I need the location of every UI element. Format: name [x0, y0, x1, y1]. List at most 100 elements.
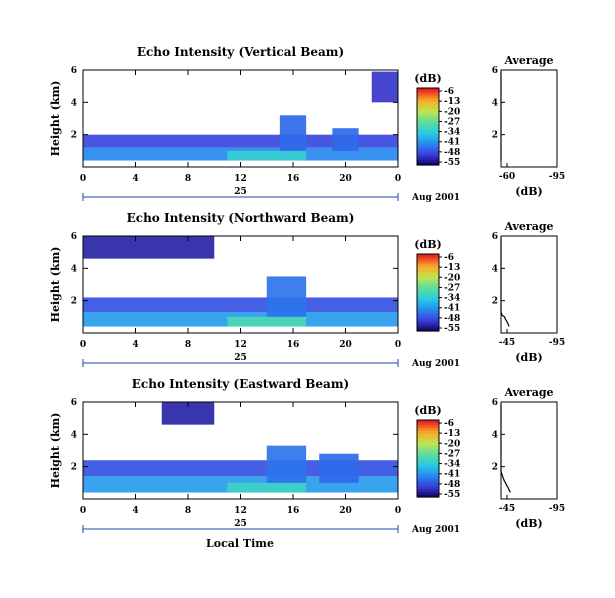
colorbar-swatch — [417, 489, 439, 493]
x-tick-label: 0 — [395, 174, 401, 184]
colorbar-tick-label: -41 — [444, 138, 460, 148]
y-tick-label: 2 — [71, 297, 77, 307]
colorbar-tick-label: -27 — [444, 283, 460, 293]
avg-x-label: (dB) — [515, 517, 542, 530]
panel-title: Echo Intensity (Eastward Beam) — [132, 377, 349, 391]
avg-title: Average — [503, 386, 553, 399]
colorbar-swatch — [417, 305, 439, 309]
avg-frame — [500, 401, 558, 500]
colorbar-tick-label: -13 — [444, 263, 460, 273]
colorbar-tick-label: -41 — [444, 470, 460, 480]
colorbar-tick-label: -13 — [444, 429, 460, 439]
x-tick-label: 8 — [185, 506, 191, 516]
y-tick-label: 6 — [71, 232, 77, 242]
panel-title: Echo Intensity (Northward Beam) — [127, 211, 355, 225]
echo-layer — [371, 71, 398, 103]
colorbar-swatch — [417, 259, 439, 263]
colorbar-swatch — [417, 435, 439, 439]
colorbar-swatch — [417, 129, 439, 133]
colorbar-swatch — [417, 287, 439, 291]
date-label: Aug 2001 — [411, 359, 460, 369]
colorbar-tick-label: -34 — [444, 460, 460, 470]
colorbar-swatch — [417, 473, 439, 478]
x-tick-label: 16 — [287, 506, 300, 516]
colorbar-tick-label: -48 — [444, 480, 460, 490]
colorbar-label: (dB) — [414, 72, 441, 85]
echo-layer — [227, 316, 307, 327]
colorbar-swatch — [417, 463, 439, 467]
y-tick-label: 4 — [71, 264, 77, 274]
avg-x-tick-label: -45 — [499, 504, 515, 514]
colorbar-swatch — [417, 126, 439, 130]
colorbar-swatch — [417, 443, 439, 447]
colorbar-swatch — [417, 136, 439, 140]
x-tick-label: 0 — [395, 506, 401, 516]
colorbar-swatch — [417, 131, 439, 135]
x-tick-label: 20 — [339, 174, 352, 184]
colorbar-swatch — [417, 318, 439, 322]
x-tick-label: 0 — [80, 340, 86, 350]
echo-layer — [227, 482, 307, 493]
avg-x-tick-label: -95 — [549, 504, 565, 514]
colorbar-swatch — [417, 90, 439, 94]
x-tick-label: 20 — [339, 506, 352, 516]
x-axis-label: Local Time — [206, 537, 274, 550]
echo-layer — [266, 276, 307, 317]
y-axis-label: Height (km) — [49, 81, 62, 157]
colorbar-tick-label: -48 — [444, 314, 460, 324]
colorbar-swatch — [417, 113, 439, 117]
colorbar-swatch — [417, 486, 439, 490]
colorbar-swatch — [417, 108, 439, 112]
colorbar-swatch — [417, 422, 439, 426]
colorbar-swatch — [417, 420, 439, 424]
colorbar-swatch — [417, 269, 439, 273]
colorbar-swatch — [417, 144, 439, 148]
y-tick-label: 6 — [71, 66, 77, 76]
colorbar-tick-label: -27 — [444, 449, 460, 459]
x-tick-label: 12 — [234, 506, 247, 516]
colorbar-swatch — [417, 289, 439, 294]
colorbar-swatch — [417, 88, 439, 92]
colorbar-swatch — [417, 450, 439, 454]
colorbar-swatch — [417, 323, 439, 327]
x-tick-label: 0 — [80, 506, 86, 516]
colorbar-frame — [416, 87, 440, 166]
avg-x-tick-label: -60 — [499, 172, 515, 182]
colorbar-tick-label: -13 — [444, 97, 460, 107]
x-tick-label: 12 — [234, 174, 247, 184]
colorbar-swatch — [417, 448, 439, 452]
colorbar-tick-label: -55 — [444, 158, 460, 168]
avg-y-tick-label: 4 — [492, 430, 498, 440]
avg-y-tick-label: 6 — [492, 398, 498, 408]
colorbar-swatch — [417, 461, 439, 465]
colorbar-swatch — [417, 159, 439, 164]
colorbar-swatch — [417, 123, 439, 128]
x-tick-label: 20 — [339, 340, 352, 350]
colorbar-swatch — [417, 328, 439, 332]
date-label: Aug 2001 — [411, 525, 460, 535]
colorbar-tick-label: -27 — [444, 117, 460, 127]
avg-y-tick-label: 4 — [492, 264, 498, 274]
avg-x-tick-label: -95 — [549, 172, 565, 182]
echo-layer — [83, 297, 398, 312]
colorbar-swatch — [417, 455, 439, 460]
avg-y-tick-label: 4 — [492, 98, 498, 108]
avg-x-label: (dB) — [515, 185, 542, 198]
echo-layer — [83, 134, 398, 148]
colorbar-swatch — [417, 121, 439, 125]
colorbar-tick-label: -20 — [444, 439, 460, 449]
colorbar-swatch — [417, 277, 439, 281]
colorbar-swatch — [417, 320, 439, 324]
x-tick-label: 4 — [132, 340, 138, 350]
y-tick-label: 6 — [71, 398, 77, 408]
x-tick-label: 12 — [234, 340, 247, 350]
avg-frame — [500, 69, 558, 168]
colorbar-swatch — [417, 425, 439, 429]
day-label: 25 — [234, 519, 247, 529]
colorbar-swatch — [417, 103, 439, 107]
colorbar-frame — [416, 253, 440, 332]
colorbar-swatch — [417, 93, 439, 97]
x-tick-label: 4 — [132, 506, 138, 516]
colorbar-swatch — [417, 261, 439, 265]
